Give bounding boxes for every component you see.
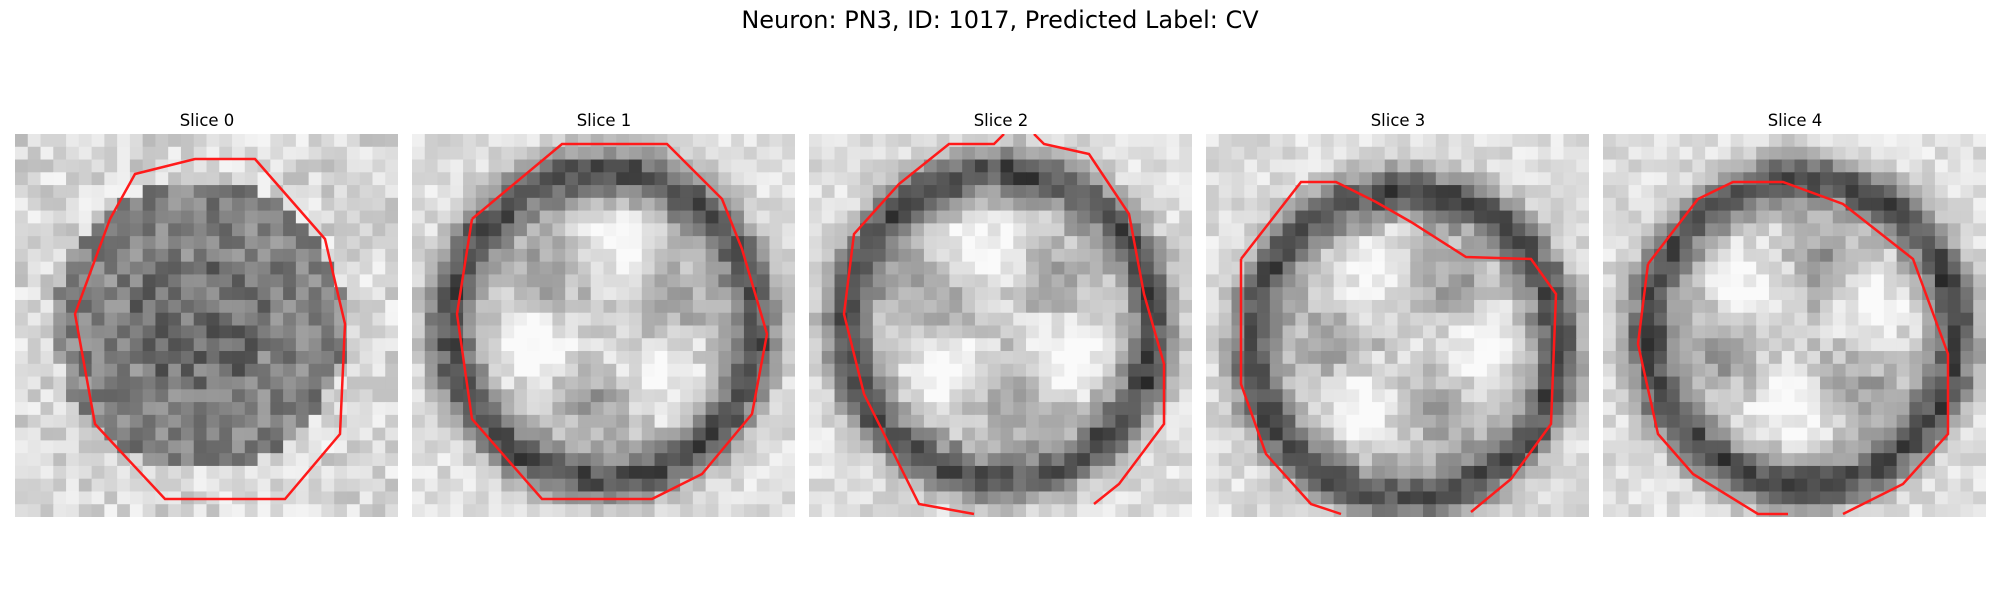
- slice-panel-3: Slice 3: [1206, 110, 1590, 517]
- slice-image-4: [1603, 134, 1986, 517]
- slice-image-1: [412, 134, 795, 517]
- contour-line-3: [1240, 180, 1558, 513]
- slice-title-4: Slice 4: [1767, 111, 1823, 130]
- contour-line-2b: [1033, 134, 1166, 505]
- slice-panel-4: Slice 4: [1603, 110, 1987, 517]
- slice-image-3: [1206, 134, 1589, 517]
- slice-title-1: Slice 1: [576, 111, 632, 130]
- slice-panel-1: Slice 1: [412, 110, 796, 517]
- contour-line-3b: [1239, 259, 1342, 516]
- contour-line-0: [73, 157, 347, 501]
- slice-panel-0: Slice 0: [15, 110, 399, 517]
- contour-line-2: [842, 134, 1005, 516]
- slice-title-3: Slice 3: [1370, 111, 1426, 130]
- slice-image-0: [15, 134, 398, 517]
- slice-title-2: Slice 2: [973, 111, 1029, 130]
- slice-panel-2: Slice 2: [809, 110, 1193, 517]
- slice-title-0: Slice 0: [179, 111, 235, 130]
- contour-line-4: [1647, 180, 1950, 516]
- contour-line-1: [455, 142, 769, 501]
- slice-image-2: [809, 134, 1192, 517]
- figure-title: Neuron: PN3, ID: 1017, Predicted Label: …: [741, 6, 1259, 34]
- contour-line-4b: [1636, 263, 1788, 516]
